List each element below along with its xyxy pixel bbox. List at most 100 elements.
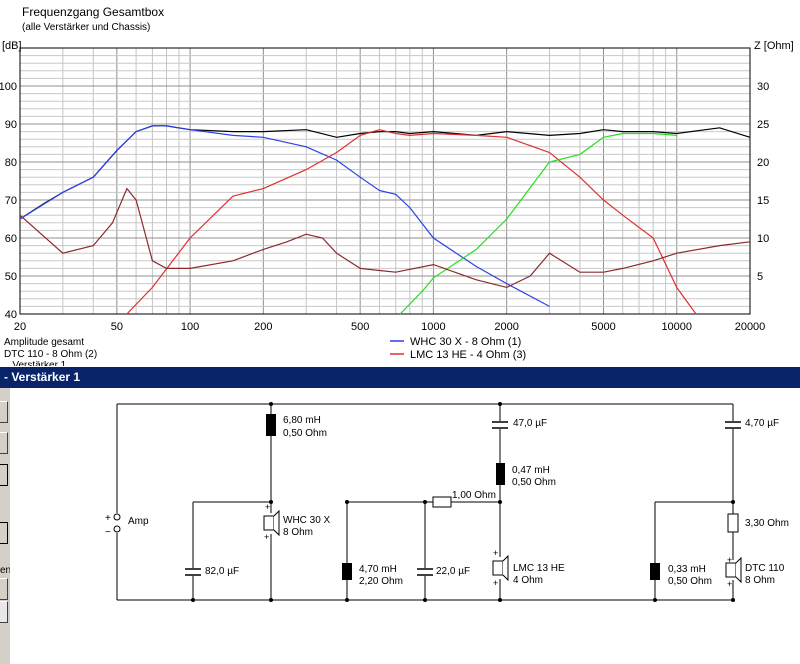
y2-tick-label: 10 bbox=[757, 233, 769, 245]
speaker3-imp: 8 Ohm bbox=[745, 575, 775, 586]
inductors bbox=[266, 414, 660, 580]
c1-value: 82,0 µF bbox=[205, 566, 239, 577]
capacitor-c2 bbox=[417, 568, 433, 576]
y2-axis-label: Z [Ohm] bbox=[754, 40, 794, 52]
series-line bbox=[19, 125, 751, 220]
window-title: - Verstärker 1 bbox=[4, 370, 81, 384]
x-tick-label: 1000 bbox=[421, 321, 445, 333]
y2-tick-label: 15 bbox=[757, 195, 769, 207]
speaker-polarity: + + + + + + bbox=[264, 502, 732, 589]
x-tick-label: 50 bbox=[111, 321, 123, 333]
schematic-drawing: + − Amp bbox=[105, 402, 789, 602]
junction-dots bbox=[191, 402, 735, 602]
x-tick-label: 10000 bbox=[661, 321, 692, 333]
chart-series bbox=[19, 125, 751, 315]
c2-value: 22,0 µF bbox=[436, 566, 470, 577]
l1-res: 0,50 Ohm bbox=[283, 428, 327, 439]
chart-axes: [dB] Z [Ohm] 20 50 100 200 500 1000 2000 5000 10… bbox=[0, 40, 794, 333]
c4-value: 4,70 µF bbox=[745, 418, 779, 429]
y-tick-label: 50 bbox=[5, 271, 17, 283]
frequency-chart: [dB] Z [Ohm] 20 50 100 200 500 1000 2000 5000 10… bbox=[0, 40, 794, 361]
amp-terminals[interactable]: + − Amp bbox=[105, 513, 149, 538]
speaker2-name: LMC 13 HE bbox=[513, 563, 565, 574]
x-tick-label: 20000 bbox=[735, 321, 766, 333]
svg-text:+: + bbox=[265, 502, 270, 512]
speaker3-name: DTC 110 bbox=[745, 563, 785, 574]
speaker1-name: WHC 30 X bbox=[283, 515, 331, 526]
x-tick-label: 5000 bbox=[591, 321, 615, 333]
capacitor-c4 bbox=[725, 421, 741, 429]
speaker1-imp: 8 Ohm bbox=[283, 527, 313, 538]
c3-value: 47,0 µF bbox=[513, 418, 547, 429]
series-line bbox=[19, 125, 550, 307]
svg-text:+: + bbox=[264, 532, 269, 542]
chart-legend: WHC 30 X - 8 Ohm (1)LMC 13 HE - 4 Ohm (3… bbox=[390, 336, 526, 361]
amp-minus: − bbox=[105, 527, 111, 538]
l1-value: 6,80 mH bbox=[283, 415, 321, 426]
speaker-dtc110 bbox=[725, 556, 742, 584]
inductor-l2 bbox=[342, 563, 352, 580]
toolbar-button-3[interactable] bbox=[0, 464, 8, 486]
y-tick-label: 60 bbox=[5, 233, 17, 245]
legend-label: WHC 30 X - 8 Ohm (1) bbox=[410, 336, 521, 348]
resistor-r2 bbox=[727, 513, 739, 533]
resistors bbox=[432, 496, 739, 533]
speaker2-imp: 4 Ohm bbox=[513, 575, 543, 586]
y-tick-label: 80 bbox=[5, 157, 17, 169]
toolbar-button-6[interactable] bbox=[0, 601, 8, 623]
speakers bbox=[263, 509, 742, 584]
wires bbox=[116, 403, 734, 601]
toolbar-button-1[interactable] bbox=[0, 401, 8, 423]
info-dtc: DTC 110 - 8 Ohm (2) bbox=[4, 349, 98, 360]
y-axis-label: [dB] bbox=[2, 40, 22, 52]
toolbar-button-4[interactable] bbox=[0, 522, 8, 544]
l2-value: 4,70 mH bbox=[359, 564, 397, 575]
chart-grid bbox=[19, 48, 751, 314]
x-tick-label: 200 bbox=[254, 321, 272, 333]
svg-text:+: + bbox=[727, 579, 732, 589]
toolbar-label: en bbox=[0, 565, 12, 576]
x-tick-label: 2000 bbox=[494, 321, 518, 333]
amp-label: Amp bbox=[128, 516, 149, 527]
y2-tick-label: 30 bbox=[757, 81, 769, 93]
capacitor-c1 bbox=[185, 568, 201, 576]
l4-value: 0,33 mH bbox=[668, 564, 706, 575]
l2-res: 2,20 Ohm bbox=[359, 576, 403, 587]
svg-text:+: + bbox=[493, 548, 498, 558]
series-line bbox=[126, 129, 697, 315]
l4-res: 0,50 Ohm bbox=[668, 576, 712, 587]
svg-text:+: + bbox=[493, 578, 498, 588]
left-toolbar bbox=[0, 388, 10, 664]
capacitor-c3 bbox=[492, 421, 508, 429]
inductor-l1 bbox=[266, 414, 276, 436]
y-tick-label: 40 bbox=[5, 309, 17, 321]
info-amplifier: ...Verstärker 1 bbox=[4, 361, 66, 366]
speaker-lmc13he bbox=[492, 554, 509, 582]
info-amplitude: Amplitude gesamt bbox=[4, 337, 85, 348]
speaker-whc30x bbox=[263, 509, 280, 537]
l3-value: 0,47 mH bbox=[512, 465, 550, 476]
legend-label: LMC 13 HE - 4 Ohm (3) bbox=[410, 349, 526, 361]
crossover-schematic: + − Amp bbox=[10, 388, 800, 664]
y-tick-label: 100 bbox=[0, 81, 17, 93]
plot-frame bbox=[19, 47, 751, 315]
toolbar-button-2[interactable] bbox=[0, 432, 8, 454]
inductor-l3 bbox=[496, 463, 505, 485]
inductor-l4 bbox=[650, 563, 660, 580]
resistor-r1 bbox=[432, 496, 452, 508]
x-tick-label: 500 bbox=[351, 321, 369, 333]
y-tick-label: 70 bbox=[5, 195, 17, 207]
amp-plus: + bbox=[105, 513, 111, 524]
chart-subtitle: (alle Verstärker und Chassis) bbox=[22, 22, 151, 33]
window-titlebar[interactable]: - Verstärker 1 bbox=[0, 367, 800, 388]
svg-text:+: + bbox=[727, 555, 732, 565]
r2-value: 3,30 Ohm bbox=[745, 518, 789, 529]
x-tick-label: 20 bbox=[14, 321, 26, 333]
l3-res: 0,50 Ohm bbox=[512, 477, 556, 488]
r1-value: 1,00 Ohm bbox=[452, 490, 496, 501]
series-line bbox=[19, 187, 751, 289]
toolbar-button-5[interactable] bbox=[0, 578, 8, 600]
frequency-response-panel: Frequenzgang Gesamtbox (alle Verstärker … bbox=[0, 5, 794, 366]
x-tick-label: 100 bbox=[181, 321, 199, 333]
chart-title: Frequenzgang Gesamtbox bbox=[22, 5, 165, 19]
